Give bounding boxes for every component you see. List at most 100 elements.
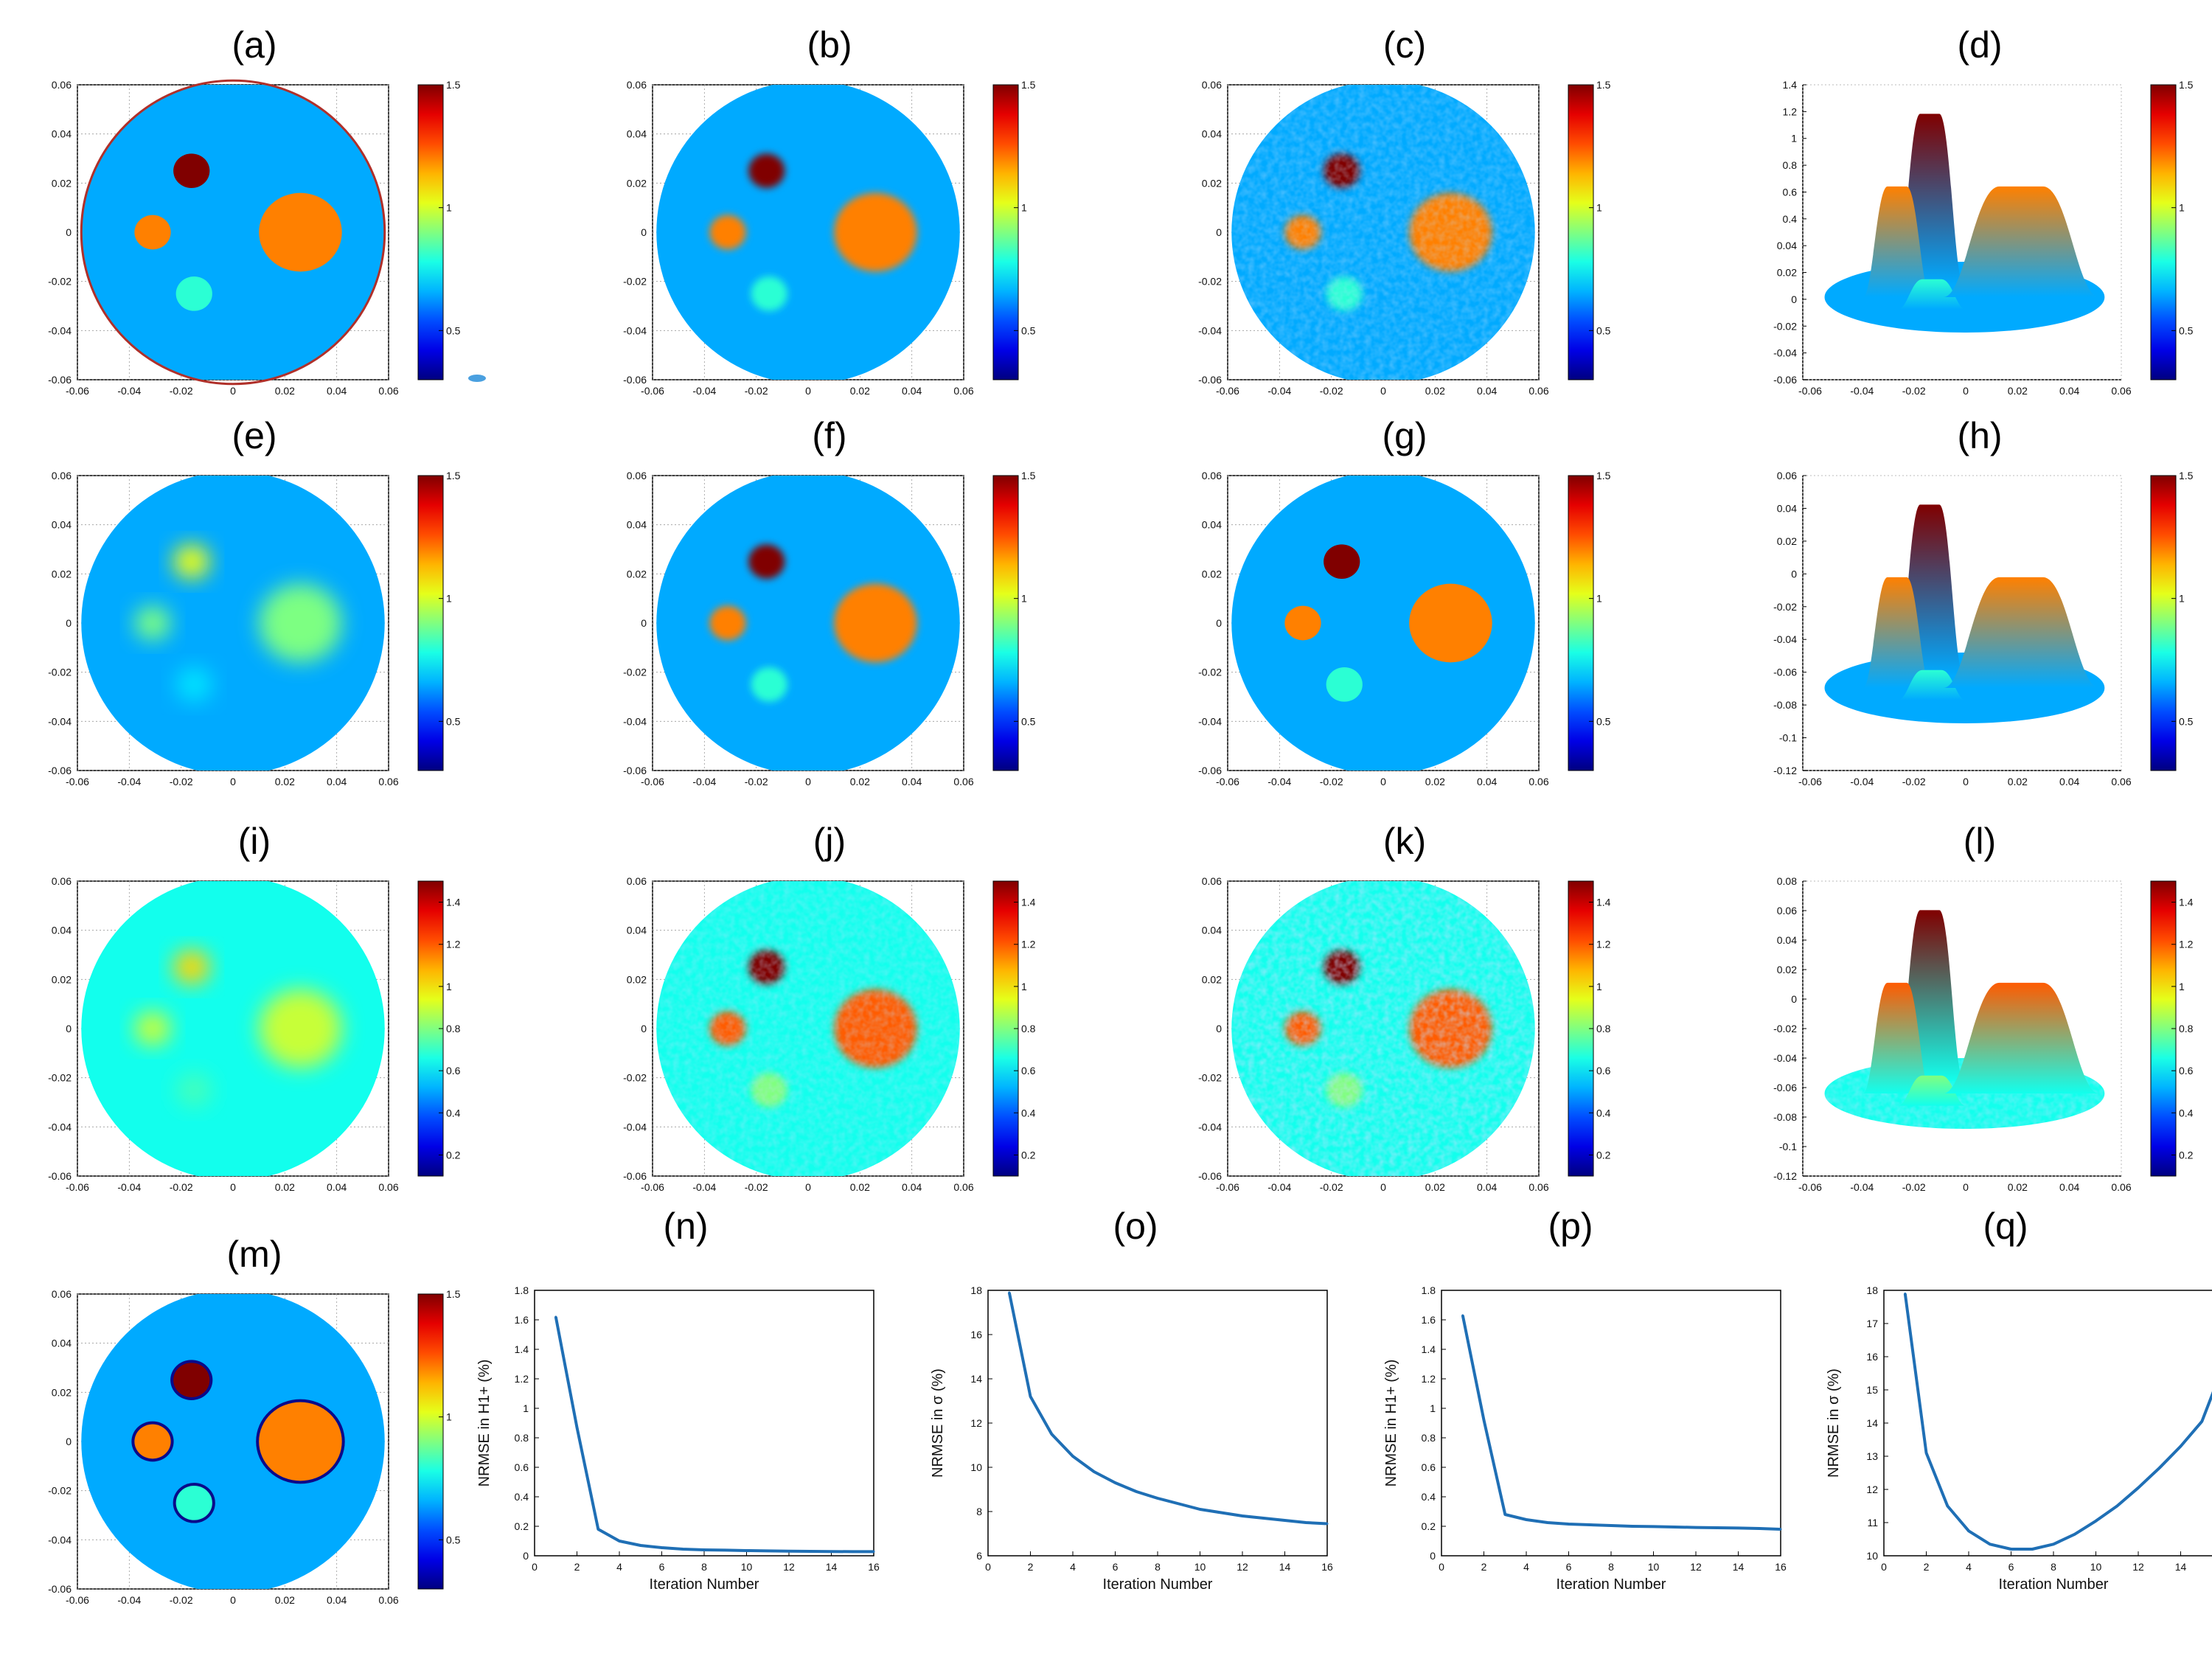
panel-c: (c) -0.06 -0.04 -0.02 0 0.02 0.04 0.06 0.06 0.04 0… [1198, 24, 1611, 397]
colorbar-tick-label: 0.5 [1596, 324, 1611, 336]
data-point [1758, 1527, 1761, 1530]
x-tick-label: 8 [1608, 1561, 1614, 1573]
y-tick-label: -0.02 [623, 276, 647, 288]
x-tick-label: 8 [2051, 1561, 2056, 1573]
x-tick-label: 16 [1321, 1561, 1333, 1573]
x-tick-label: 10 [1194, 1561, 1206, 1573]
noise-texture [1231, 85, 1535, 380]
y-tick-label: -0.04 [623, 715, 647, 727]
conductivity-disk [1231, 476, 1535, 771]
colorbar [1568, 475, 1594, 771]
chart-title: (p) [1548, 1206, 1593, 1247]
surface-peak-2 [1863, 982, 1932, 1093]
y-tick-label: -0.06 [623, 374, 647, 386]
y-tick-label: -0.04 [48, 324, 72, 336]
x-tick-label: 2 [1481, 1561, 1487, 1573]
inclusion-1 [173, 950, 210, 984]
panel-m: (m) -0.06 -0.04 -0.02 0 0.02 0.04 0.06 0.06 0.04 0… [48, 1234, 461, 1606]
x-tick-label: 0.02 [850, 385, 870, 397]
y-tick-label: 0.06 [52, 875, 72, 887]
y-tick-label: -0.04 [1198, 1121, 1222, 1133]
x-tick-label: 0.04 [902, 776, 922, 787]
x-tick-label: -0.04 [117, 385, 141, 397]
data-point [1925, 1452, 1927, 1454]
x-tick-label: 0.04 [1477, 776, 1497, 787]
data-point [1326, 1523, 1329, 1525]
x-tick-label: 2 [1924, 1561, 1930, 1573]
inclusion-1 [173, 544, 210, 579]
x-tick-label: 6 [659, 1561, 665, 1573]
data-point [1716, 1526, 1719, 1529]
data-point [1967, 1529, 1970, 1532]
panel-title: (c) [1383, 24, 1426, 66]
y-tick-label: 0.04 [52, 1338, 72, 1349]
colorbar-tick-label: 0.5 [1596, 715, 1611, 727]
data-point [1114, 1481, 1116, 1484]
y-tick-label: 13 [1866, 1450, 1878, 1462]
y-tick-label: -0.02 [1198, 1072, 1222, 1084]
data-point [1610, 1524, 1613, 1527]
colorbar-tick-label: 1 [2179, 593, 2185, 605]
x-tick-label: -0.04 [692, 1181, 716, 1193]
x-tick-label: 0 [985, 1561, 991, 1573]
y-tick-label: 0.04 [627, 128, 647, 140]
x-tick-label: -0.04 [692, 385, 716, 397]
inclusion-3 [175, 276, 212, 311]
data-point [1262, 1517, 1265, 1520]
y-axis-label: NRMSE in H1+ (%) [1383, 1360, 1399, 1487]
x-tick-label: 0.04 [327, 1181, 347, 1193]
y-tick-label: 0.06 [627, 875, 647, 887]
y-tick-label: 0.02 [1202, 568, 1222, 580]
disk-background [81, 476, 385, 771]
x-tick-label: -0.02 [170, 385, 193, 397]
inclusion-4 [259, 192, 342, 272]
x-tick-label: 10 [2090, 1561, 2102, 1573]
y-tick-label: -0.06 [48, 1583, 72, 1595]
y-tick-label: -0.08 [1773, 1111, 1797, 1123]
y-tick-label: 1 [1791, 133, 1797, 145]
y-tick-label: 0.04 [627, 925, 647, 936]
data-point [597, 1528, 599, 1531]
y-tick-label: 0.6 [515, 1461, 529, 1473]
x-tick-label: 0.06 [2111, 385, 2131, 397]
data-point [1588, 1523, 1591, 1526]
y-tick-label: -0.04 [48, 715, 72, 727]
inclusion-3 [175, 667, 212, 702]
x-tick-label: 16 [868, 1561, 880, 1573]
x-tick-label: 0.04 [1477, 1181, 1497, 1193]
x-axis-label: Iteration Number [1999, 1576, 2109, 1593]
y-tick-label: 0.02 [1777, 267, 1797, 279]
x-tick-label: 0.02 [2008, 776, 2028, 787]
x-tick-label: 0.06 [2111, 776, 2131, 787]
panel-d: (d) 1.4 1.2 1 0.8 0.6 0.4 0.04 0.02 0 -0.02 -0.04 -0… [1773, 24, 2194, 397]
y-tick-label: 0.4 [1422, 1491, 1436, 1503]
panel-j: (j) -0.06 -0.04 -0.02 0 0.02 0.04 0.06 0.06 0.04 0… [623, 821, 1036, 1193]
x-tick-label: 0 [805, 385, 811, 397]
y-tick-label: -0.08 [1773, 699, 1797, 711]
y-tick-label: 8 [976, 1506, 982, 1517]
colorbar-tick-label: 1 [1596, 202, 1602, 214]
x-tick-label: 0.02 [2008, 385, 2028, 397]
colorbar-tick-label: 1 [2179, 981, 2185, 992]
x-tick-label: 12 [1237, 1561, 1248, 1573]
x-tick-label: 14 [1733, 1561, 1745, 1573]
conductivity-disk [656, 476, 960, 771]
chart-axes [987, 1290, 1328, 1557]
y-tick-label: -0.02 [1773, 320, 1797, 332]
inclusion-1 [748, 153, 785, 189]
colorbar-tick-label: 0.4 [1596, 1107, 1611, 1119]
data-point [1694, 1526, 1697, 1529]
inset-icon [468, 375, 486, 382]
x-tick-label: 0.06 [378, 1594, 398, 1606]
y-tick-label: 0.02 [627, 973, 647, 985]
x-tick-label: 0 [1380, 1181, 1386, 1193]
x-tick-label: -0.06 [641, 776, 664, 787]
x-tick-label: 0.04 [1477, 385, 1497, 397]
y-tick-label: -0.06 [1198, 765, 1222, 776]
inclusion-4 [259, 583, 342, 663]
x-tick-label: 0.04 [327, 776, 347, 787]
x-tick-label: 0 [230, 776, 236, 787]
colorbar [1568, 84, 1594, 380]
x-axis-label: Iteration Number [1557, 1576, 1666, 1593]
x-tick-label: -0.04 [1267, 776, 1291, 787]
